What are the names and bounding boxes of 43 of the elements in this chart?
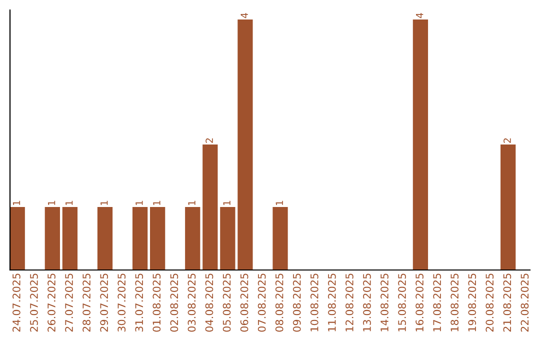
- x-tick-label: 02.08.2025: [170, 274, 178, 332]
- data-label: 1: [136, 200, 143, 206]
- x-tick-label: 01.08.2025: [152, 274, 161, 332]
- data-label: 1: [188, 200, 196, 206]
- x-tick-label: 16.08.2025: [416, 274, 424, 332]
- x-tick-label: 25.07.2025: [30, 274, 38, 332]
- x-tick-label: 07.08.2025: [258, 274, 266, 332]
- x-tick-label: 11.08.2025: [328, 274, 336, 332]
- x-tick-label: 03.08.2025: [188, 274, 196, 332]
- x-tick-label: 28.07.2025: [82, 274, 90, 332]
- x-tick-label: 27.07.2025: [65, 274, 73, 332]
- data-label: 4: [240, 12, 248, 18]
- data-label: 1: [48, 200, 56, 206]
- x-tick-label: 17.08.2025: [433, 274, 442, 332]
- x-tick-label: 09.08.2025: [292, 274, 301, 332]
- x-tick-label: 20.08.2025: [486, 274, 494, 332]
- x-tick-label: 06.08.2025: [240, 274, 248, 332]
- x-tick-label: 10.08.2025: [310, 274, 318, 332]
- x-tick-label: 26.07.2025: [48, 274, 56, 332]
- data-label: 1: [223, 200, 230, 206]
- x-tick-label: 24.07.2025: [12, 274, 20, 332]
- data-label: 4: [416, 12, 424, 18]
- data-label: 1: [100, 200, 108, 206]
- x-tick-label: 19.08.2025: [468, 274, 476, 332]
- data-label: 1: [66, 200, 73, 206]
- x-tick-label: 13.08.2025: [363, 274, 371, 332]
- x-tick-label: 12.08.2025: [346, 274, 354, 332]
- x-tick-label: 31.07.2025: [135, 274, 144, 332]
- x-tick-label: 08.08.2025: [275, 274, 284, 332]
- x-tick-label: 14.08.2025: [380, 274, 388, 332]
- data-label: 1: [153, 200, 160, 206]
- x-tick-label: 30.07.2025: [118, 274, 126, 332]
- x-tick-label: 05.08.2025: [222, 274, 231, 332]
- data-label: 1: [12, 200, 20, 206]
- x-tick-label: 22.08.2025: [520, 274, 529, 332]
- data-label: 2: [206, 138, 213, 143]
- data-label: 1: [276, 200, 283, 206]
- x-tick-label: 04.08.2025: [205, 274, 214, 332]
- x-tick-label: 21.08.2025: [503, 274, 512, 332]
- x-tick-label: 29.07.2025: [100, 274, 108, 332]
- x-tick-label: 18.08.2025: [450, 274, 459, 332]
- x-tick-label: 15.08.2025: [398, 274, 406, 332]
- data-label: 2: [504, 138, 511, 143]
